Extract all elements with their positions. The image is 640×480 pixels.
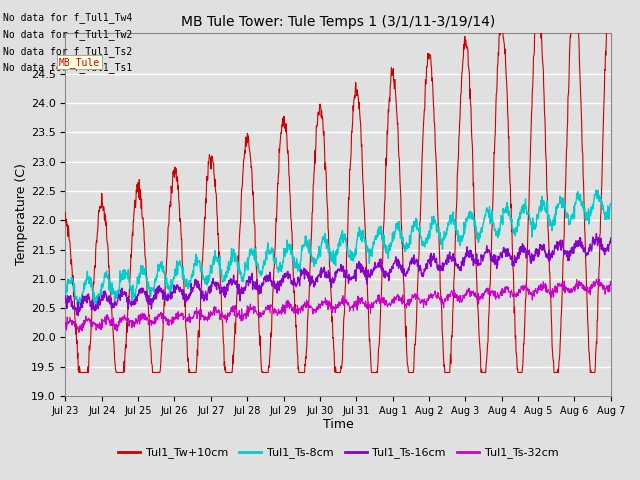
Text: No data for f_Tul1_Ts1: No data for f_Tul1_Ts1 — [3, 62, 132, 73]
Text: MB_Tule: MB_Tule — [59, 57, 100, 68]
Text: No data for f_Tul1_Ts2: No data for f_Tul1_Ts2 — [3, 46, 132, 57]
X-axis label: Time: Time — [323, 419, 353, 432]
Text: No data for f_Tul1_Tw2: No data for f_Tul1_Tw2 — [3, 29, 132, 40]
Title: MB Tule Tower: Tule Temps 1 (3/1/11-3/19/14): MB Tule Tower: Tule Temps 1 (3/1/11-3/19… — [181, 15, 495, 29]
Y-axis label: Temperature (C): Temperature (C) — [15, 164, 28, 265]
Text: No data for f_Tul1_Tw4: No data for f_Tul1_Tw4 — [3, 12, 132, 23]
Legend: Tul1_Tw+10cm, Tul1_Ts-8cm, Tul1_Ts-16cm, Tul1_Ts-32cm: Tul1_Tw+10cm, Tul1_Ts-8cm, Tul1_Ts-16cm,… — [113, 443, 563, 463]
